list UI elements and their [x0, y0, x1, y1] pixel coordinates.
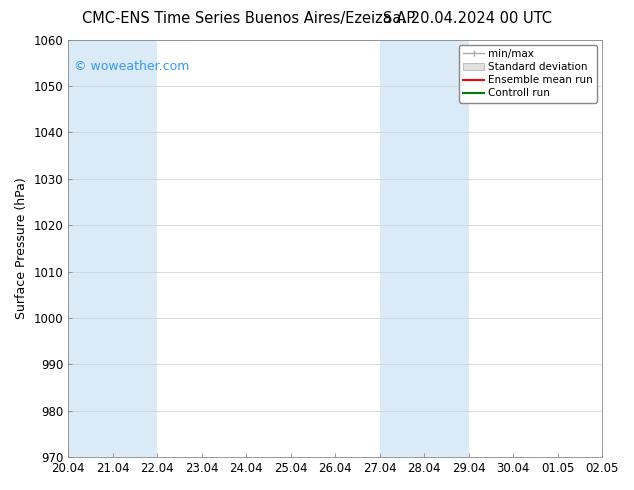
Text: © woweather.com: © woweather.com: [74, 60, 189, 74]
Text: Sa. 20.04.2024 00 UTC: Sa. 20.04.2024 00 UTC: [382, 11, 552, 26]
Legend: min/max, Standard deviation, Ensemble mean run, Controll run: min/max, Standard deviation, Ensemble me…: [459, 45, 597, 102]
Bar: [380, 40, 469, 457]
Bar: [68, 40, 157, 457]
Text: CMC-ENS Time Series Buenos Aires/Ezeiza AP: CMC-ENS Time Series Buenos Aires/Ezeiza …: [82, 11, 415, 26]
Y-axis label: Surface Pressure (hPa): Surface Pressure (hPa): [15, 177, 28, 319]
